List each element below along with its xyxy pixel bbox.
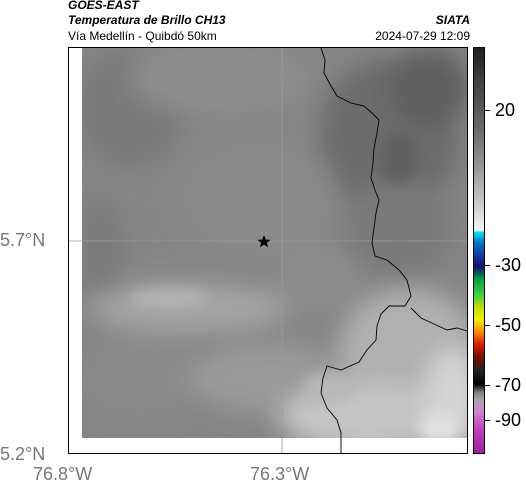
lat-label-5-2: 5.2°N xyxy=(0,444,46,464)
colorbar-label-minus-70: -70 xyxy=(495,375,522,395)
colorbar-tick xyxy=(485,420,490,421)
satellite-map[interactable] xyxy=(68,47,468,454)
department-border-east xyxy=(410,307,467,332)
station-marker[interactable] xyxy=(257,235,271,248)
department-border xyxy=(320,48,412,453)
route-subtitle: Vía Medellín - Quibdó 50km xyxy=(68,29,217,43)
colorbar-label-minus-90: -90 xyxy=(495,410,522,430)
colorbar-tick xyxy=(485,325,490,326)
colorbar-label-minus-30: -30 xyxy=(495,255,522,275)
product-title: Temperatura de Brillo CH13 xyxy=(68,13,226,27)
colorbar xyxy=(473,47,485,454)
agency-label: SIATA xyxy=(435,13,470,27)
satellite-title: GOES-EAST xyxy=(68,0,139,12)
datetime-label: 2024-07-29 12:09 xyxy=(375,29,470,43)
map-canvas xyxy=(69,48,467,453)
lon-label-76-8: 76.8°W xyxy=(33,464,93,484)
lon-label-76-3: 76.3°W xyxy=(250,464,310,484)
colorbar-tick xyxy=(485,110,490,111)
colorbar-label-minus-50: -50 xyxy=(495,315,522,335)
colorbar-tick xyxy=(485,385,490,386)
brightness-field xyxy=(69,48,467,453)
colorbar-label-20: 20 xyxy=(495,100,516,120)
colorbar-tick xyxy=(485,265,490,266)
star-icon xyxy=(257,235,271,248)
lat-label-5-7: 5.7°N xyxy=(0,230,46,250)
